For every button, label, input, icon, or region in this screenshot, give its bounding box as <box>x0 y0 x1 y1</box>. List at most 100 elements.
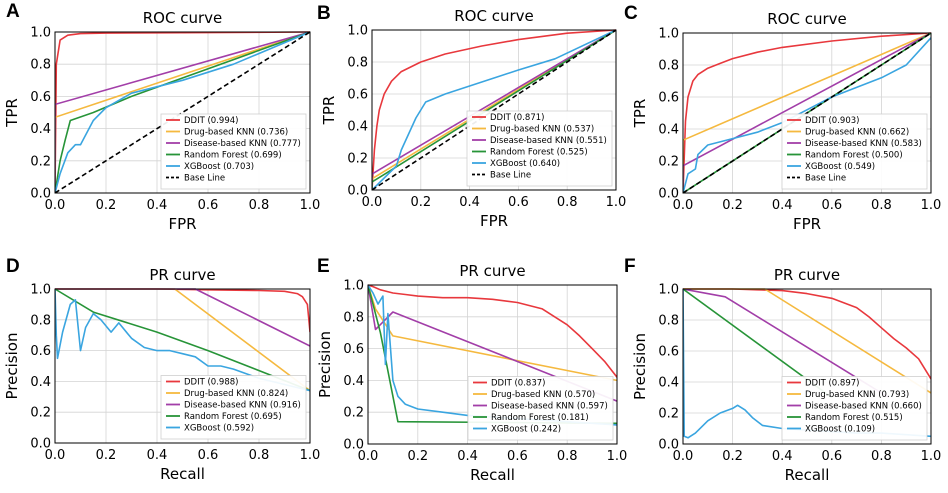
legend-entry: DDIT (0.988) <box>184 378 238 388</box>
x-axis-label: FPR <box>793 215 821 233</box>
y-tick-label: 0.2 <box>347 152 368 167</box>
x-tick-label: 0.6 <box>198 198 219 213</box>
plot-frame <box>371 29 617 191</box>
y-tick-label: 0.0 <box>658 438 679 453</box>
panel-letter: B <box>317 3 331 24</box>
legend-entry: Random Forest (0.515) <box>805 413 903 423</box>
y-tick-label: 0.8 <box>30 313 51 328</box>
y-tick-label: 1.0 <box>343 279 364 294</box>
panel-letter: C <box>624 3 638 24</box>
chart-title: ROC curve <box>767 10 847 28</box>
x-tick-label: 0.0 <box>45 198 66 213</box>
legend-entry: DDIT (0.837) <box>491 379 545 389</box>
x-tick-label: 0.8 <box>871 198 892 213</box>
x-axis-label: Recall <box>470 466 515 484</box>
chart-title: PR curve <box>459 262 525 280</box>
y-axis-label: Precision <box>631 333 649 400</box>
x-tick-label: 0.2 <box>96 448 117 463</box>
y-tick-label: 0.8 <box>658 314 679 329</box>
series-line-ddit <box>372 29 616 191</box>
legend-entry: XGBoost (0.109) <box>805 425 875 435</box>
legend: DDIT (0.897)Drug-based KNN (0.793) Diseas… <box>781 376 928 441</box>
x-tick-label: 0.4 <box>457 449 478 464</box>
y-tick-label: 0.0 <box>658 187 679 202</box>
plot-frame <box>682 32 932 194</box>
x-tick-label: 1.0 <box>921 198 942 213</box>
x-tick-label: 0.4 <box>147 198 168 213</box>
series-group <box>683 32 931 194</box>
legend-entry: Random Forest (0.695) <box>184 412 282 422</box>
x-tick-label: 0.0 <box>362 195 383 210</box>
series-line-ddit <box>368 284 617 378</box>
y-tick-label: 1.0 <box>658 283 679 298</box>
y-tick-label: 0.4 <box>658 376 679 391</box>
chart-title: PR curve <box>774 266 840 284</box>
chart-panel-e: E PR curve 0.0 0.2 0.4 0.6 0.8 1.0 0.0 0.2 0.4 0.6 0… <box>316 256 627 484</box>
legend-entry: Drug-based KNN (0.824) <box>184 389 288 399</box>
series-group <box>372 29 616 191</box>
y-tick-label: 0.2 <box>658 155 679 170</box>
series-line-base-line <box>372 29 616 191</box>
y-tick-label: 1.0 <box>658 27 679 42</box>
y-tick-label: 0.6 <box>343 342 364 357</box>
panel-letter: D <box>6 256 20 277</box>
x-tick-label: 0.2 <box>410 195 431 210</box>
x-tick-label: 0.6 <box>507 449 528 464</box>
x-tick-label: 0.4 <box>772 198 793 213</box>
y-axis-label: Precision <box>316 331 334 398</box>
series-line-drug-based-knn <box>55 31 310 193</box>
chart-panel-c: C ROC curve 0.0 0.2 0.4 0.6 0.8 1.0 0.0 0.2 0.4 0.6… <box>624 3 941 233</box>
y-tick-label: 0.2 <box>30 406 51 421</box>
panel-letter: A <box>6 1 20 22</box>
legend-entry: Disease-based KNN (0.916) <box>184 401 301 411</box>
chart-panel-d: D PR curve 0.0 0.2 0.4 0.6 0.8 1.0 0.0 0.2 0.4 0.6 0… <box>3 256 320 483</box>
y-axis-label: TPR <box>631 99 649 129</box>
x-tick-label: 0.6 <box>508 195 529 210</box>
legend: DDIT (0.837)Drug-based KNN (0.570) Diseas… <box>467 376 614 441</box>
series-line-ddit <box>683 288 931 380</box>
legend-entry: XGBoost (0.640) <box>490 159 560 169</box>
y-tick-label: 0.4 <box>343 374 364 389</box>
legend-entry: Base Line <box>490 171 531 181</box>
y-axis-label: TPR <box>320 96 338 126</box>
y-tick-label: 0.2 <box>343 406 364 421</box>
legend-entry: Disease-based KNN (0.583) <box>805 139 922 149</box>
series-line-random-forest <box>372 29 616 190</box>
x-tick-label: 0.4 <box>772 449 793 464</box>
y-tick-label: 0.8 <box>30 58 51 73</box>
y-tick-label: 0.2 <box>30 154 51 169</box>
x-tick-label: 0.0 <box>673 449 694 464</box>
x-tick-label: 0.2 <box>96 198 117 213</box>
legend-entry: DDIT (0.903) <box>805 116 859 126</box>
legend-box <box>466 110 613 187</box>
legend-entry: Disease-based KNN (0.597) <box>491 402 608 412</box>
y-tick-label: 0.0 <box>347 184 368 199</box>
legend: DDIT (0.988)Drug-based KNN (0.824) Diseas… <box>160 375 307 440</box>
legend-entry: Random Forest (0.181) <box>491 413 589 423</box>
x-tick-label: 0.2 <box>407 449 428 464</box>
y-tick-label: 0.0 <box>30 187 51 202</box>
chart-panel-b: B ROC curve 0.0 0.2 0.4 0.6 0.8 1.0 0.0 0.2 0.4 0.6… <box>317 3 626 230</box>
y-axis-label: Precision <box>3 333 21 400</box>
series-group <box>55 31 310 194</box>
x-tick-label: 0.0 <box>45 448 66 463</box>
series-line-xgboost <box>683 37 931 194</box>
legend-entry: Base Line <box>805 174 846 184</box>
y-tick-label: 0.6 <box>347 88 368 103</box>
x-tick-label: 0.0 <box>673 198 694 213</box>
legend-entry: XGBoost (0.242) <box>491 425 561 435</box>
x-tick-label: 1.0 <box>300 448 321 463</box>
series-line-random-forest <box>55 288 310 392</box>
x-tick-label: 0.8 <box>249 448 270 463</box>
legend-entry: Disease-based KNN (0.777) <box>184 139 301 149</box>
series-line-base-line <box>683 32 931 194</box>
x-axis-label: Recall <box>160 465 205 483</box>
x-tick-label: 0.4 <box>147 448 168 463</box>
series-line-xgboost <box>55 31 310 194</box>
legend-entry: Drug-based KNN (0.736) <box>184 128 288 138</box>
legend-entry: Random Forest (0.500) <box>805 151 903 161</box>
x-tick-label: 0.6 <box>198 448 219 463</box>
legend-entry: Disease-based KNN (0.551) <box>490 136 607 146</box>
x-tick-label: 1.0 <box>921 449 942 464</box>
